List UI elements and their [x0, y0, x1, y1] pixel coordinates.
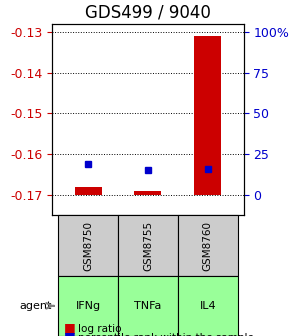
Text: agent: agent [20, 301, 52, 311]
FancyBboxPatch shape [118, 215, 178, 276]
Text: ■: ■ [64, 321, 76, 334]
Text: TNFa: TNFa [134, 301, 162, 311]
Text: percentile rank within the sample: percentile rank within the sample [78, 333, 254, 336]
Text: GSM8750: GSM8750 [83, 220, 93, 270]
Bar [75, 187, 102, 195]
Bar [135, 191, 161, 195]
FancyBboxPatch shape [58, 215, 118, 276]
Text: IFNg: IFNg [75, 301, 101, 311]
FancyBboxPatch shape [58, 276, 118, 336]
Title: GDS499 / 9040: GDS499 / 9040 [85, 4, 211, 22]
FancyBboxPatch shape [178, 215, 238, 276]
FancyBboxPatch shape [178, 276, 238, 336]
Bar [194, 36, 221, 195]
Text: GSM8755: GSM8755 [143, 220, 153, 270]
Text: log ratio: log ratio [78, 324, 122, 334]
FancyBboxPatch shape [118, 276, 178, 336]
Text: ■: ■ [64, 330, 76, 336]
Text: IL4: IL4 [200, 301, 216, 311]
Text: GSM8760: GSM8760 [203, 220, 213, 270]
